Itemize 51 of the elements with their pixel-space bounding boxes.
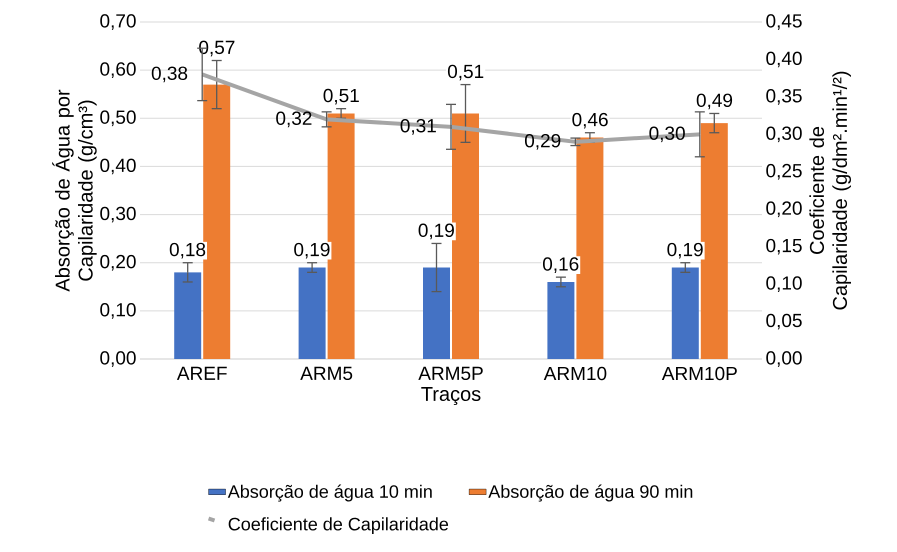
data-label: 0,19 [667,242,703,259]
y-tick-label: 0,60 [100,62,136,78]
data-label: 0,19 [294,242,330,259]
x-axis-title: Traços [421,387,480,406]
data-label: 0,16 [542,257,578,273]
bar [174,272,202,359]
data-label: 0,32 [276,112,312,128]
data-label: 0,49 [696,94,732,110]
bar [298,268,326,359]
bar [452,113,480,359]
x-tick-label: ARM10 [544,366,606,380]
y-axis-title: Absorção de Água por Capilaridade (g/cm³) [52,90,97,292]
legend-label: Coeficiente de Capilaridade [228,517,448,534]
y-tick-label: 0,10 [100,303,136,319]
data-label: 0,18 [170,242,206,259]
legend-label: Absorção de água 10 min [228,484,432,502]
y2-tick-label: 0,40 [766,52,802,68]
data-label: 0,19 [418,224,454,240]
y2-tick-label: 0,15 [766,238,802,255]
y2-tick-label: 0,35 [766,89,802,105]
x-tick-label: ARM10P [662,366,737,380]
legend-label: Absorção de água 90 min [488,484,692,502]
data-label: 0,29 [524,134,560,150]
y-tick-label: 0,30 [100,206,136,222]
y2-tick-label: 0,30 [766,126,802,142]
y-tick-label: 0,50 [100,110,136,126]
bar [328,113,355,359]
x-tick-label: ARM5P [418,366,483,380]
data-label: 0,31 [400,118,436,135]
data-label: 0,51 [448,64,484,80]
data-label: 0,30 [649,126,685,142]
data-label: 0,38 [152,66,188,82]
y2-tick-label: 0,05 [766,314,802,330]
y2-tick-label: 0,20 [766,201,802,218]
y2-tick-label: 0,45 [766,14,802,30]
data-label: 0,51 [324,88,359,104]
x-tick-label: ARM5 [300,366,352,380]
y2-tick-label: 0,00 [766,351,802,367]
x-tick-label: AREF [176,366,227,380]
y-tick-label: 0,40 [100,158,136,174]
y-tick-label: 0,00 [100,351,136,367]
bar [423,268,450,359]
y2-tick-label: 0,10 [766,276,802,292]
y-tick-label: 0,20 [100,254,136,271]
data-label: 0,57 [199,40,234,56]
y2-tick-label: 0,25 [766,164,802,180]
y2-axis-title: Coeficiente de Capilaridade (g/dm².min¹/²) [809,72,851,310]
y-tick-label: 0,70 [100,14,136,30]
bar [672,268,699,359]
bar [547,282,574,359]
data-label: 0,46 [572,112,608,129]
